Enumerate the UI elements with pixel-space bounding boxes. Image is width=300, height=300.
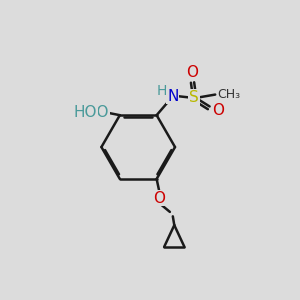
Text: S: S [189,90,199,105]
Text: O: O [187,65,199,80]
Text: HO: HO [85,105,109,120]
Text: CH₃: CH₃ [218,88,241,101]
Text: H: H [156,84,167,98]
Text: O: O [154,190,166,206]
Text: HO: HO [74,105,97,120]
Text: N: N [167,88,178,104]
Text: O: O [212,103,224,118]
